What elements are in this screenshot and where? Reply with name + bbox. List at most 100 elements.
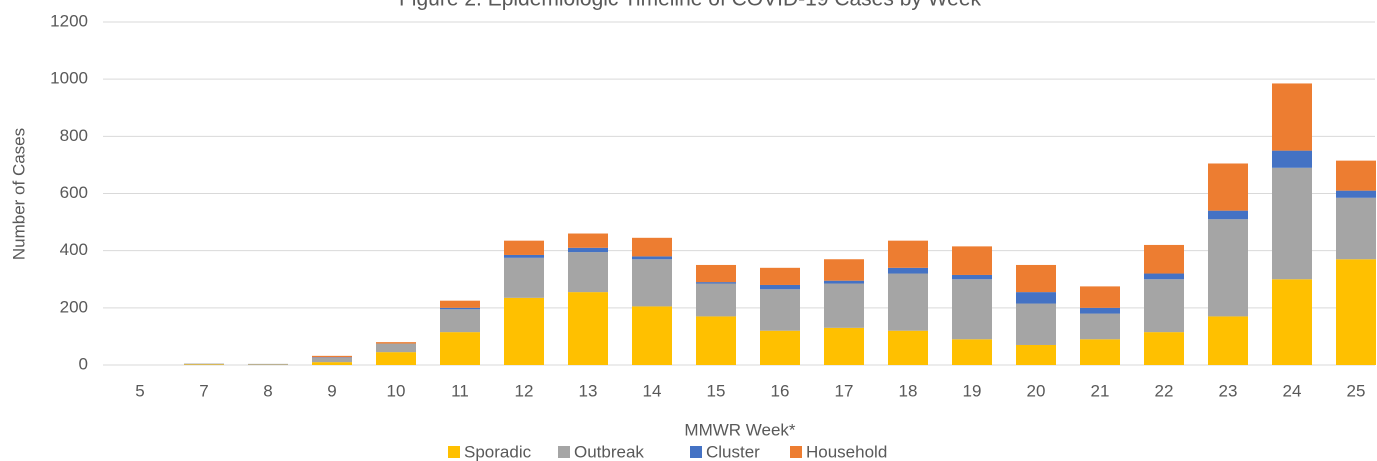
bar-segment: [632, 256, 672, 260]
legend-label: Household: [806, 442, 887, 461]
x-tick-label: 18: [899, 381, 918, 400]
x-tick-label: 24: [1283, 381, 1302, 400]
legend-label: Sporadic: [464, 442, 532, 461]
y-tick-label: 1200: [50, 11, 88, 30]
bar-segment: [1016, 303, 1056, 345]
bar-segment: [1272, 167, 1312, 280]
x-tick-label: 13: [579, 381, 598, 400]
bar-segment: [696, 282, 736, 284]
legend-swatch: [690, 446, 702, 458]
bar-segment: [952, 279, 992, 340]
x-tick-label: 8: [263, 381, 272, 400]
bar-segment: [888, 240, 928, 268]
y-axis-title: Number of Cases: [9, 128, 28, 260]
bar-segment: [888, 273, 928, 331]
bar-segment: [312, 355, 352, 358]
bar-segment: [568, 292, 608, 365]
bar-segment: [1016, 292, 1056, 304]
bar-segment: [760, 289, 800, 331]
bar-segment: [632, 237, 672, 257]
x-axis-title: MMWR Week*: [684, 420, 796, 439]
bar-segment: [1336, 259, 1376, 365]
chart-title: Figure 2. Epidemiologic Timeline of COVI…: [399, 0, 982, 11]
x-tick-label: 17: [835, 381, 854, 400]
bar-segment: [824, 259, 864, 281]
bar-segment: [1016, 264, 1056, 293]
x-tick-label: 5: [135, 381, 144, 400]
bar-segment: [1208, 163, 1248, 211]
bar-segment: [1336, 190, 1376, 198]
bar-segment: [1080, 307, 1120, 314]
bar-segment: [696, 316, 736, 365]
bar-segment: [824, 283, 864, 328]
bar-segment: [952, 274, 992, 280]
x-tick-label: 15: [707, 381, 726, 400]
bar-segment: [824, 327, 864, 365]
legend-swatch: [558, 446, 570, 458]
legend-swatch: [448, 446, 460, 458]
bar-segment: [1208, 219, 1248, 317]
y-tick-label: 200: [60, 297, 88, 316]
bar-segment: [376, 343, 416, 353]
bar-segment: [440, 300, 480, 308]
bar-segment: [760, 330, 800, 365]
bar-segment: [312, 362, 352, 365]
bar-segment: [824, 280, 864, 284]
y-tick-label: 800: [60, 126, 88, 145]
bar-segment: [1144, 279, 1184, 333]
bar-segment: [888, 330, 928, 365]
bar-segment: [312, 357, 352, 358]
y-tick-label: 600: [60, 183, 88, 202]
bar-segment: [440, 332, 480, 365]
bar-segment: [248, 363, 288, 365]
bar-segment: [568, 252, 608, 293]
x-tick-label: 16: [771, 381, 790, 400]
bar-segment: [1016, 344, 1056, 365]
bar-segment: [504, 257, 544, 298]
bar-segment: [184, 364, 224, 365]
bar-segment: [1144, 273, 1184, 280]
bar-segment: [1080, 339, 1120, 365]
bar-segment: [1272, 279, 1312, 365]
bar-segment: [376, 342, 416, 344]
bar-segment: [504, 297, 544, 365]
bar-segment: [696, 264, 736, 283]
x-tick-label: 12: [515, 381, 534, 400]
x-tick-label: 19: [963, 381, 982, 400]
x-tick-label: 10: [387, 381, 406, 400]
bar-segment: [568, 247, 608, 253]
bar-segment: [376, 352, 416, 365]
bar-segment: [440, 309, 480, 333]
bar-segment: [1144, 244, 1184, 274]
bar-segment: [1080, 286, 1120, 308]
bar-segment: [1080, 313, 1120, 340]
legend-swatch: [790, 446, 802, 458]
x-tick-label: 20: [1027, 381, 1046, 400]
x-tick-label: 14: [643, 381, 662, 400]
bar-segment: [952, 246, 992, 275]
bar-segment: [952, 339, 992, 365]
x-tick-label: 21: [1091, 381, 1110, 400]
bar-segment: [696, 283, 736, 317]
x-tick-label: 7: [199, 381, 208, 400]
x-tick-label: 23: [1219, 381, 1238, 400]
bar-segment: [1144, 332, 1184, 365]
bar-segment: [1336, 197, 1376, 260]
bar-segment: [1272, 150, 1312, 168]
y-tick-label: 0: [79, 354, 88, 373]
bar-segment: [1208, 210, 1248, 220]
x-tick-label: 25: [1347, 381, 1366, 400]
bar-segment: [1208, 316, 1248, 365]
bar-segment: [184, 363, 224, 365]
bar-segment: [888, 267, 928, 274]
x-tick-label: 11: [451, 381, 469, 400]
y-tick-label: 400: [60, 240, 88, 259]
bar-segment: [504, 254, 544, 258]
bar-segment: [312, 357, 352, 363]
legend-label: Cluster: [706, 442, 760, 461]
legend-label: Outbreak: [574, 442, 644, 461]
x-tick-label: 22: [1155, 381, 1174, 400]
bar-segment: [440, 307, 480, 310]
bar-segment: [568, 233, 608, 248]
